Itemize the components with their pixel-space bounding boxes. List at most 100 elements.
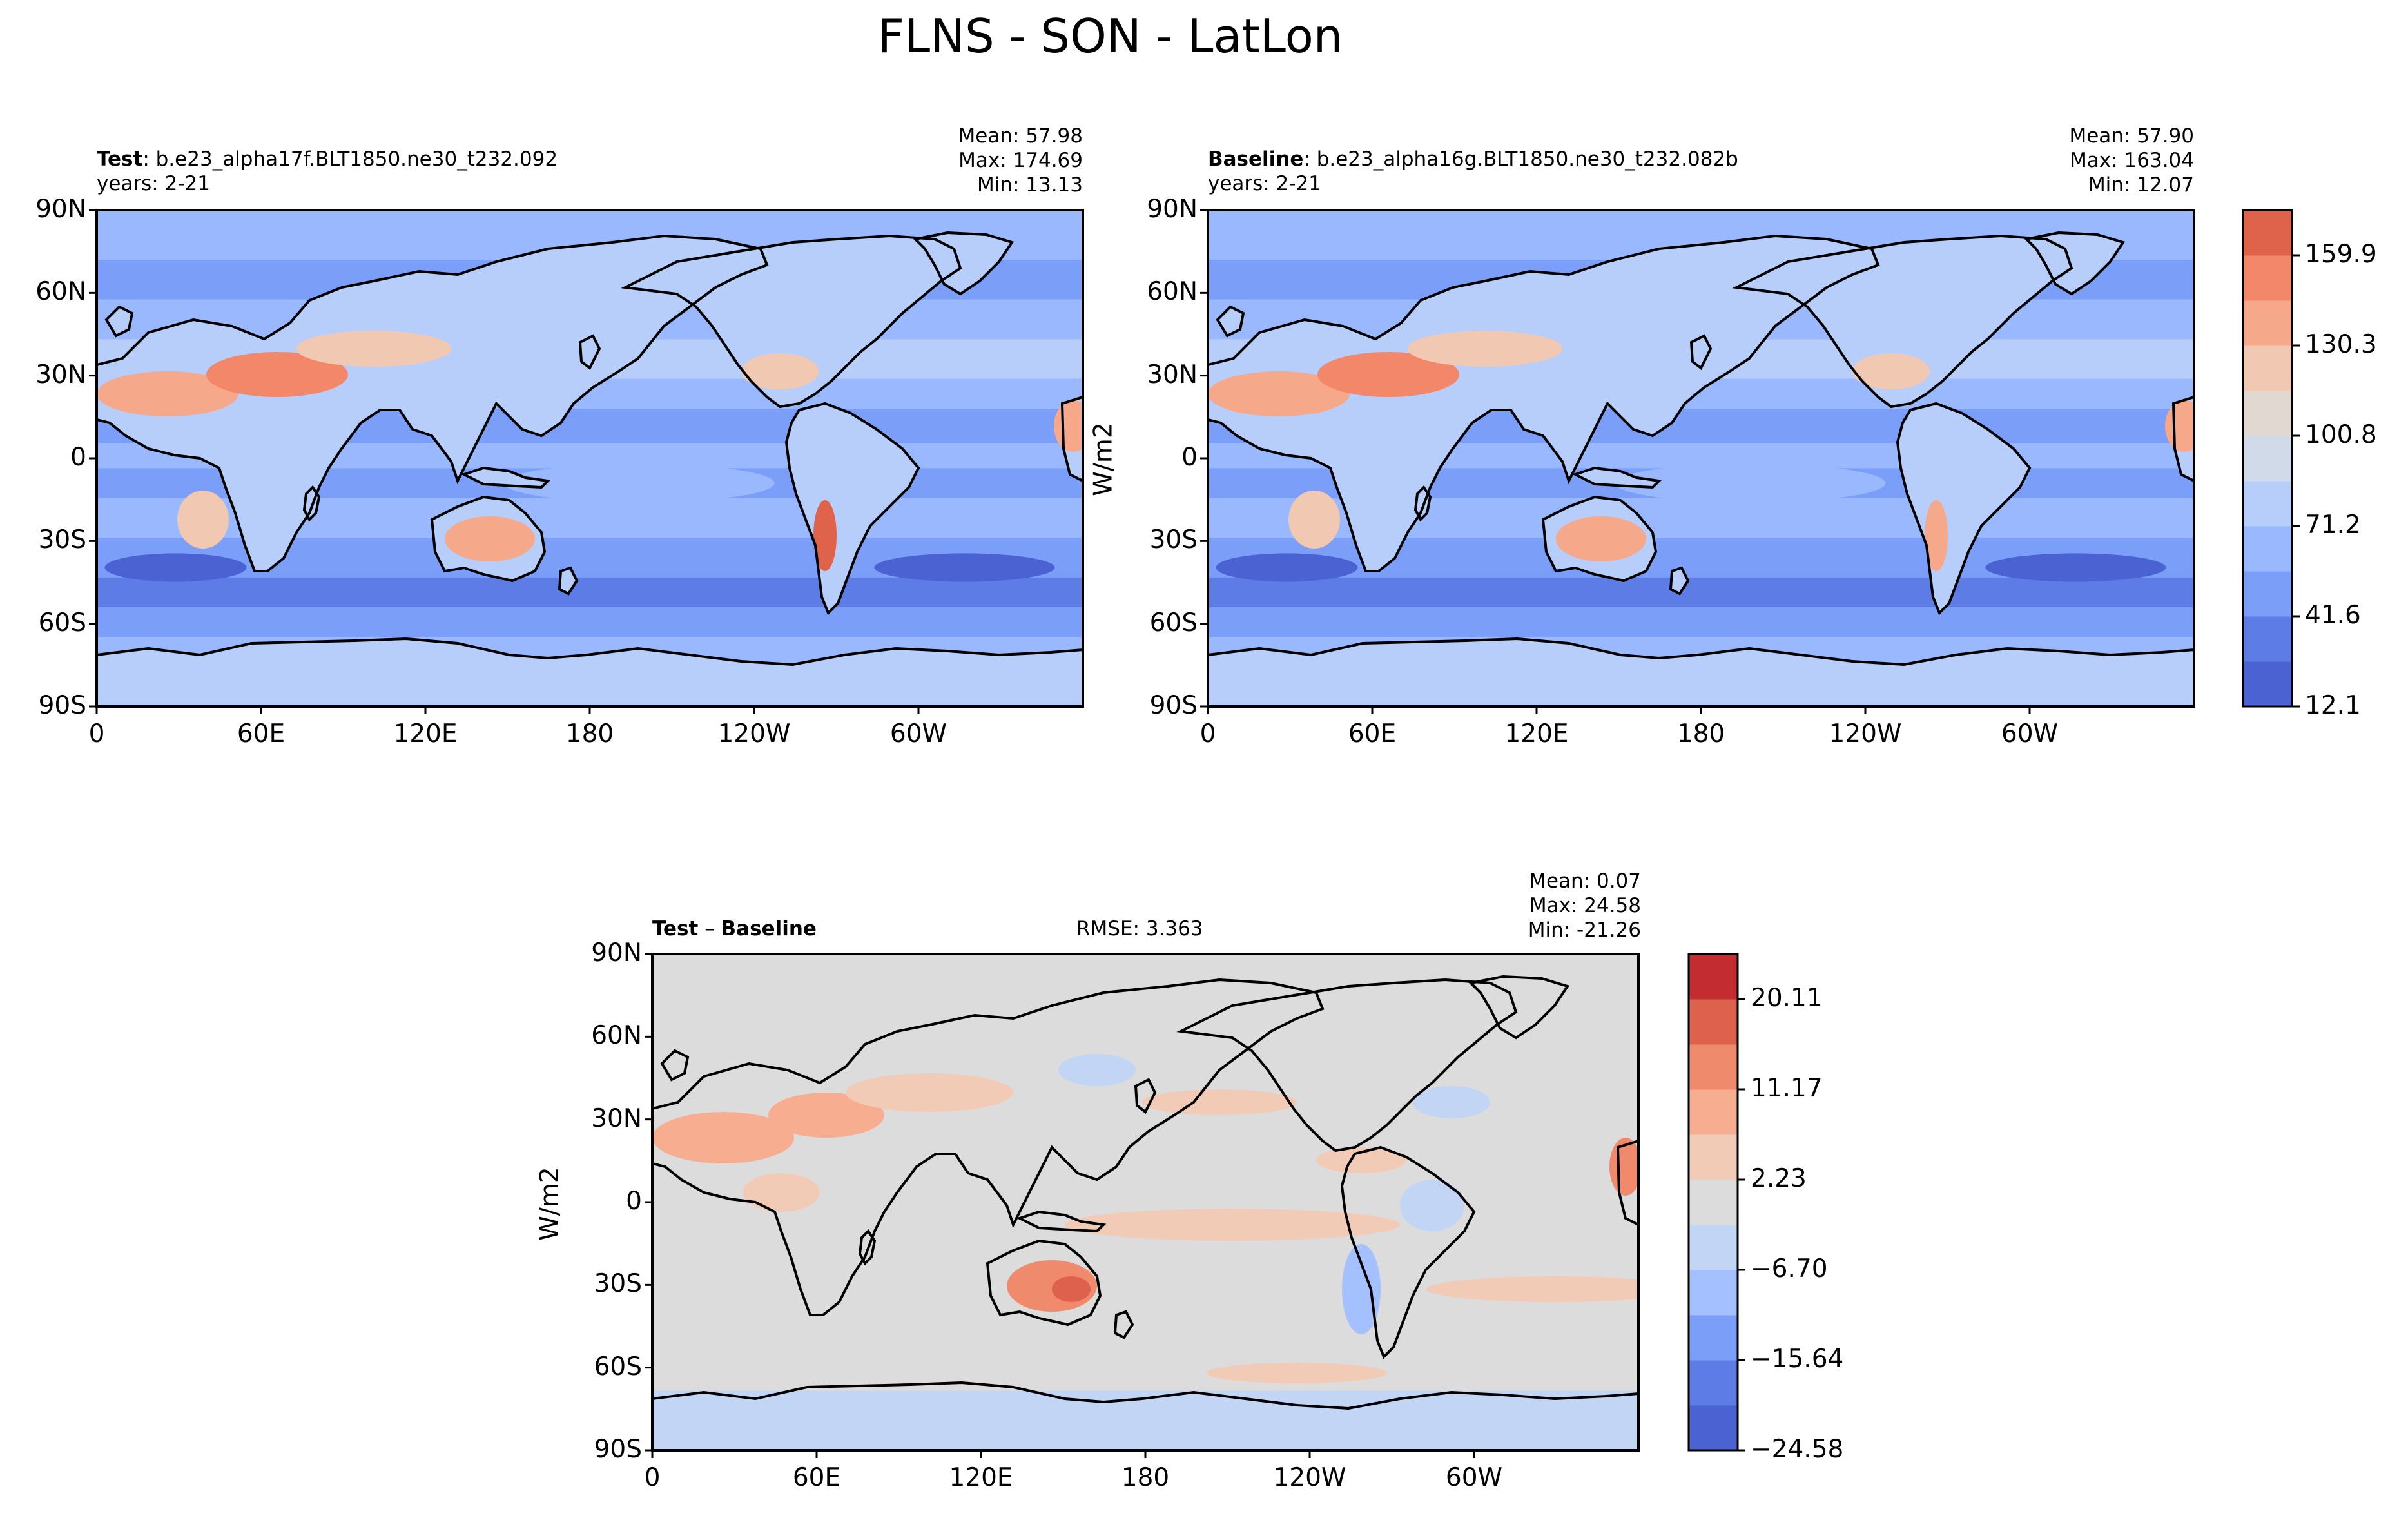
baseline-panel-years: years: 2-21 (1208, 172, 1321, 195)
lon-tick-label: 60W (889, 719, 947, 748)
baseline-map (1200, 209, 2195, 714)
sahara-edge-high (2165, 400, 2194, 452)
subtropical-band (1615, 463, 1886, 503)
colorbar-level (2243, 436, 2292, 482)
diff-max: Max: 24.58 (1529, 894, 1641, 917)
colorbar-tick-label: 11.17 (1751, 1074, 1823, 1103)
lon-tick-label: 60W (2001, 719, 2059, 748)
difference-anomaly (1426, 1276, 1638, 1302)
zonal-band (1208, 607, 2194, 637)
lat-tick-label: 90N (591, 939, 642, 968)
difference-anomaly (1316, 1147, 1406, 1173)
zonal-band (97, 607, 1083, 637)
andes-high (1925, 500, 1948, 571)
colorbar-level (1689, 1134, 1738, 1180)
diff-name-test: Test (652, 917, 699, 940)
colorbar-level (1689, 999, 1738, 1045)
colorbar-level (2243, 526, 2292, 572)
difference-anomaly (652, 1112, 794, 1163)
colorbar-level (2243, 661, 2292, 707)
lat-tick-label: 90S (594, 1435, 642, 1464)
lon-tick-label: 120W (1829, 719, 1902, 748)
baseline-panel-separator: : (1303, 148, 1317, 171)
baseline-min: Min: 12.07 (2088, 173, 2194, 197)
sw-usa-high (1852, 353, 1930, 389)
lon-tick-label: 60E (1348, 719, 1397, 748)
colorbar-tick-label: 130.3 (2305, 330, 2377, 359)
difference-anomaly (1400, 1180, 1464, 1231)
test-max: Max: 174.69 (958, 149, 1083, 172)
lon-tick-label: 120W (717, 719, 791, 748)
arabia-high (206, 352, 348, 397)
sahara-high (97, 371, 238, 416)
diff-min: Min: -21.26 (1528, 919, 1641, 942)
colorbar-tick-label: 159.9 (2305, 240, 2377, 269)
southern-ocean-minimum (1216, 553, 1358, 582)
sahara-high (1208, 371, 1350, 416)
colorbar-level (1689, 1270, 1738, 1316)
colorbar-level (2243, 616, 2292, 662)
diff-background (652, 954, 1638, 1450)
difference-anomaly (743, 1173, 820, 1212)
lat-tick-label: 60N (591, 1021, 642, 1051)
australia-high (445, 516, 535, 561)
colorbar-level (1689, 1089, 1738, 1135)
colorbar-level (2243, 300, 2292, 346)
colorbar-level (1689, 954, 1738, 1000)
test-min: Min: 13.13 (976, 173, 1083, 197)
colorbar-tick-label: −15.64 (1751, 1345, 1844, 1374)
difference-anomaly (1207, 1363, 1387, 1383)
central-asia-high (1408, 331, 1562, 367)
lat-tick-label: 60S (594, 1352, 642, 1381)
colorbar-level (1689, 1360, 1738, 1406)
lat-tick-label: 0 (626, 1187, 642, 1216)
lat-tick-label: 0 (1181, 443, 1198, 472)
diff-panel-label: Test – Baseline (652, 917, 817, 941)
baseline-panel-name: Baseline (1208, 148, 1304, 171)
test-panel-case: b.e23_alpha17f.BLT1850.ne30_t232.092 (155, 148, 558, 171)
test-panel-separator: : (142, 148, 156, 171)
colorbar-frame (1687, 953, 1739, 1452)
lat-tick-label: 30S (594, 1269, 642, 1299)
southern-ocean-minimum (874, 553, 1055, 582)
diff-map (645, 953, 1640, 1458)
colorbar-tick-label: 12.1 (2305, 691, 2361, 720)
colorbar-level (2243, 210, 2292, 256)
lat-tick-label: 60N (1147, 277, 1198, 307)
difference-anomaly (1342, 1244, 1381, 1334)
lon-tick-label: 120E (393, 719, 458, 748)
colorbar-level (1689, 1315, 1738, 1361)
diff-panel-stats: Mean: 0.07 Max: 24.58 Min: -21.26 (1448, 869, 1641, 942)
colorbar-tick-label: 71.2 (2305, 511, 2361, 540)
colorbar-tick-label: 41.6 (2305, 601, 2361, 630)
lon-tick-label: 120W (1273, 1463, 1346, 1492)
baseline-max: Max: 163.04 (2070, 149, 2194, 172)
absolute-colorbar (2242, 209, 2300, 708)
baseline-panel-case-label: Baseline: b.e23_alpha16g.BLT1850.ne30_t2… (1208, 147, 1738, 171)
test-mean: Mean: 57.98 (958, 124, 1083, 148)
diff-rmse: RMSE: 3.363 (1076, 917, 1203, 940)
zonal-band (1208, 577, 2194, 607)
test-map (89, 209, 1084, 714)
lat-tick-label: 60S (38, 608, 86, 637)
south-africa-high (1288, 491, 1340, 549)
colorbar-level (2243, 571, 2292, 617)
colorbar-tick-label: −24.58 (1751, 1435, 1844, 1464)
lon-tick-label: 0 (644, 1463, 661, 1492)
central-asia-high (296, 331, 451, 367)
diff-mean: Mean: 0.07 (1529, 870, 1641, 893)
difference-anomaly (846, 1073, 1013, 1112)
test-panel-stats: Mean: 57.98 Max: 174.69 Min: 13.13 (889, 124, 1083, 197)
zonal-band (97, 577, 1083, 607)
lon-tick-label: 60E (237, 719, 286, 748)
colorbar-level (2243, 391, 2292, 436)
lat-tick-label: 90S (1149, 691, 1198, 720)
difference-anomaly (1609, 1138, 1638, 1196)
colorbar-level (2243, 481, 2292, 527)
colorbar-level (1689, 1180, 1738, 1225)
lat-tick-label: 60N (35, 277, 86, 307)
lat-tick-label: 30S (1149, 525, 1198, 555)
lat-tick-label: 90S (38, 691, 86, 720)
southern-ocean-minimum (1985, 553, 2166, 582)
